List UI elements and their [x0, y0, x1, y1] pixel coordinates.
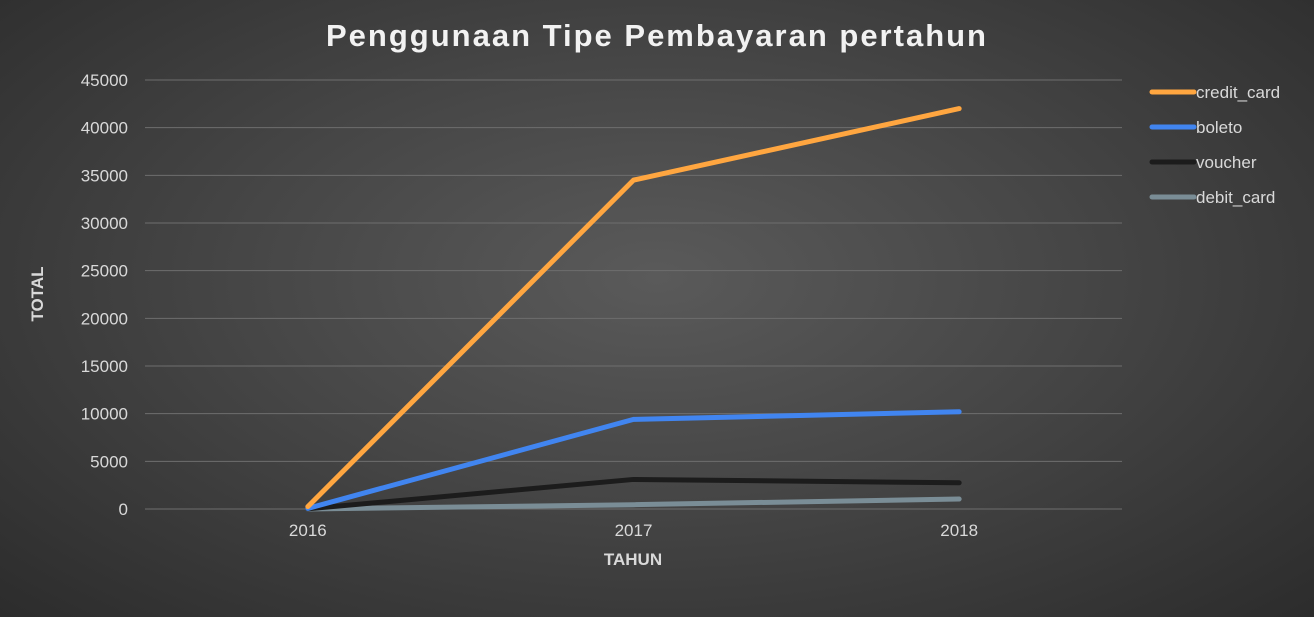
- y-tick-label: 40000: [81, 119, 128, 138]
- y-tick-label: 0: [119, 500, 128, 519]
- legend-label: boleto: [1196, 118, 1242, 137]
- series-line-boleto: [305, 409, 962, 511]
- y-tick-label: 20000: [81, 309, 128, 328]
- x-axis-title: TAHUN: [604, 550, 662, 569]
- y-axis-title: TOTAL: [28, 266, 47, 321]
- y-axis-ticks: 0 5000 10000 15000 20000 25000 30000 35000 40000…: [81, 71, 128, 519]
- x-tick-label: 2018: [940, 521, 978, 540]
- gridlines: [145, 79, 1122, 510]
- y-tick-label: 5000: [90, 452, 128, 471]
- legend-label: credit_card: [1196, 83, 1280, 102]
- legend-label: voucher: [1196, 153, 1257, 172]
- legend-label: debit_card: [1196, 188, 1275, 207]
- x-tick-label: 2017: [615, 521, 653, 540]
- series-line-credit-card: [305, 106, 962, 510]
- x-axis-ticks: 2016 2017 2018: [289, 521, 978, 540]
- y-tick-label: 30000: [81, 214, 128, 233]
- series-line-voucher: [305, 476, 962, 512]
- x-tick-label: 2016: [289, 521, 327, 540]
- y-tick-label: 45000: [81, 71, 128, 90]
- y-tick-label: 15000: [81, 357, 128, 376]
- series-line-debit-card: [305, 496, 962, 512]
- y-tick-label: 35000: [81, 166, 128, 185]
- y-tick-label: 10000: [81, 405, 128, 424]
- y-tick-label: 25000: [81, 262, 128, 281]
- series-lines: [305, 106, 962, 512]
- chart-title: Penggunaan Tipe Pembayaran pertahun: [326, 18, 988, 53]
